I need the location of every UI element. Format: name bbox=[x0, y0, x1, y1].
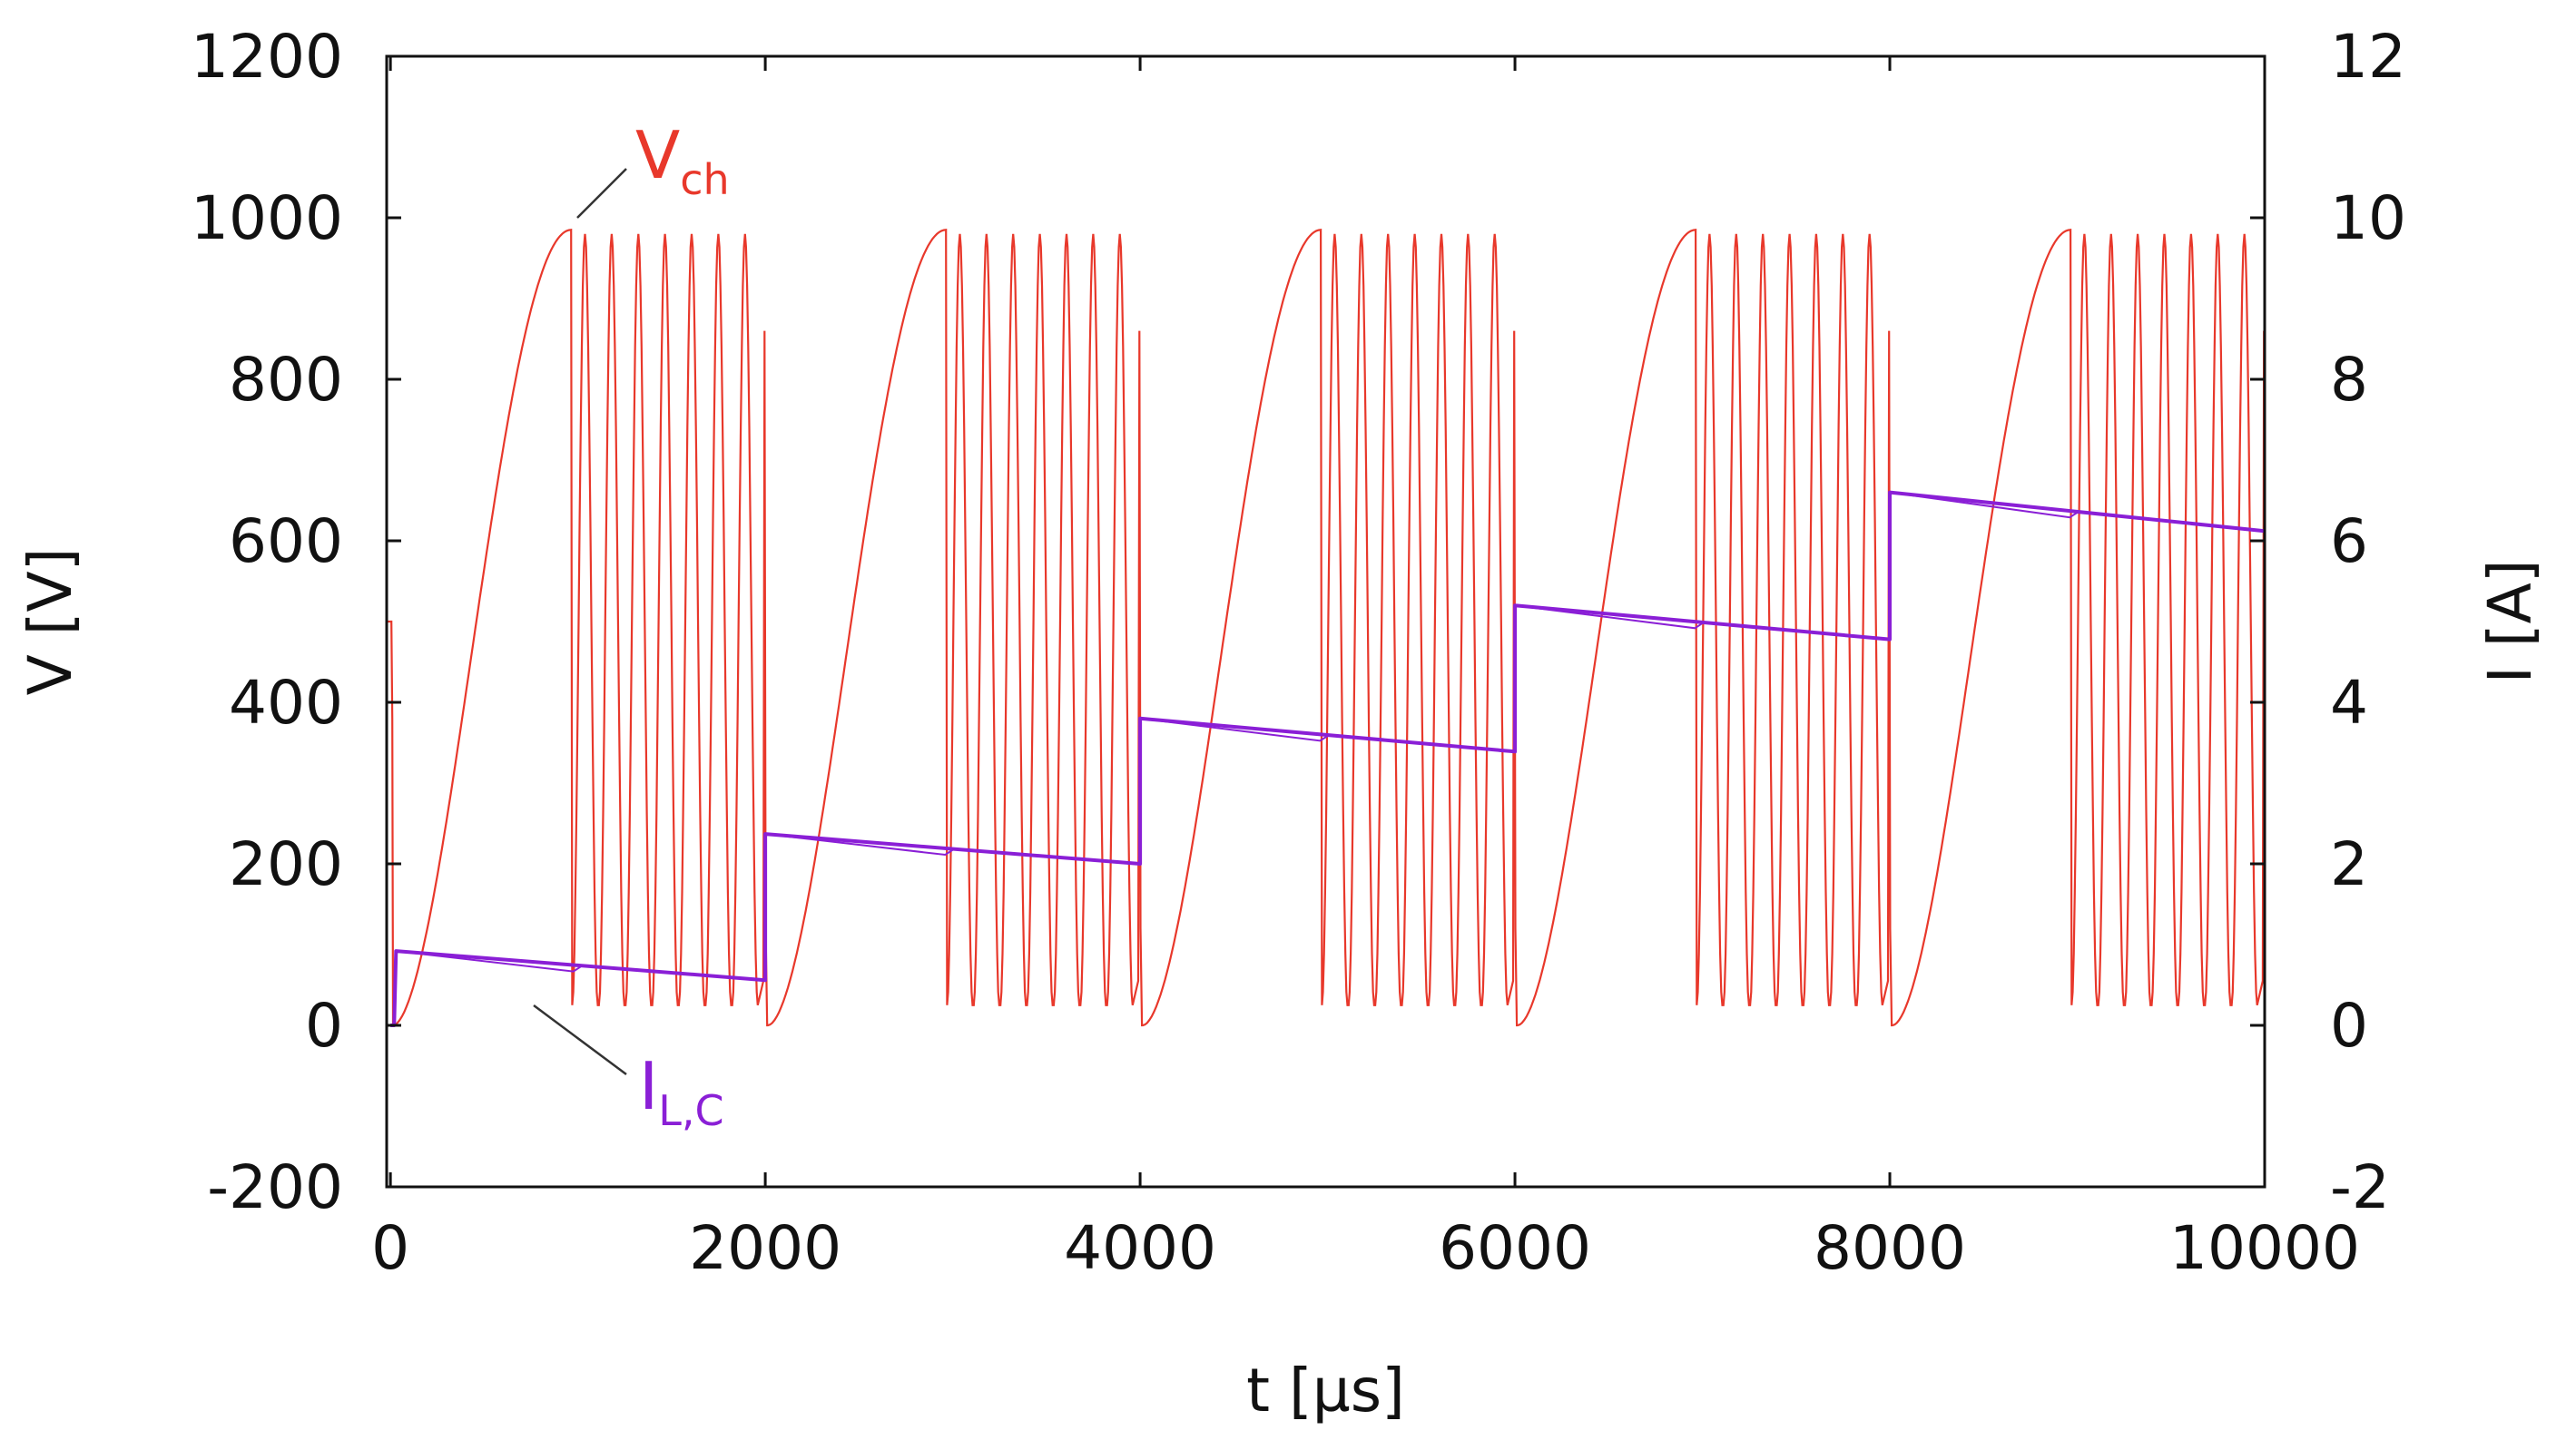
y-axis-left-title: V [V] bbox=[15, 548, 85, 696]
series-vch-line bbox=[387, 229, 2265, 1027]
y-left-tick-label: 1000 bbox=[191, 183, 343, 253]
y-axis-right-title: I [A] bbox=[2475, 559, 2545, 683]
x-tick-label: 8000 bbox=[1814, 1213, 1966, 1283]
plot-frame bbox=[385, 54, 2266, 1189]
annotation-vch-label: Vch bbox=[635, 117, 730, 204]
y-left-tick-label: 200 bbox=[229, 829, 343, 899]
annotation-vch-leader bbox=[576, 168, 627, 219]
annotation-ilc-main: I bbox=[639, 1048, 658, 1124]
labels-layer: 0 2000 4000 6000 8000 10000-20002004006008001… bbox=[191, 22, 2406, 1283]
annotation-ilc: IL,C bbox=[533, 1004, 724, 1135]
x-tick-label: 6000 bbox=[1439, 1213, 1591, 1283]
y-left-tick-label: 600 bbox=[229, 506, 343, 576]
series-ilc-line bbox=[390, 490, 2265, 1027]
x-axis-title: t [µs] bbox=[1246, 1356, 1405, 1426]
y-right-tick-label: 4 bbox=[2330, 668, 2368, 738]
annotation-vch-main: V bbox=[635, 117, 680, 193]
y-right-tick-label: 2 bbox=[2330, 829, 2368, 899]
y-left-tick-label: -200 bbox=[207, 1152, 343, 1222]
y-left-tick-label: 400 bbox=[229, 668, 343, 738]
x-tick-label: 2000 bbox=[689, 1213, 841, 1283]
series-ilc-trace bbox=[396, 950, 582, 973]
x-tick-label: 4000 bbox=[1064, 1213, 1216, 1283]
annotation-vch: Vch bbox=[576, 117, 730, 219]
y-left-tick-label: 0 bbox=[305, 991, 343, 1061]
y-right-tick-label: 8 bbox=[2330, 345, 2368, 415]
y-left-tick-label: 800 bbox=[229, 345, 343, 415]
annotation-vch-sub: ch bbox=[680, 155, 729, 204]
ticks-layer bbox=[387, 54, 2266, 1189]
x-tick-label: 10000 bbox=[2169, 1213, 2360, 1283]
annotation-ilc-label: IL,C bbox=[639, 1048, 724, 1135]
series-layer bbox=[387, 229, 2265, 1027]
series-ilc-trace bbox=[764, 833, 954, 857]
y-right-tick-label: -2 bbox=[2330, 1152, 2390, 1222]
y-right-tick-label: 10 bbox=[2330, 183, 2406, 253]
series-ilc-trace bbox=[1514, 604, 1704, 630]
series-ilc-trace bbox=[1889, 491, 2079, 519]
y-right-tick-label: 6 bbox=[2330, 506, 2368, 576]
x-tick-label: 0 bbox=[371, 1213, 409, 1283]
y-left-tick-label: 1200 bbox=[191, 22, 343, 92]
y-right-tick-label: 12 bbox=[2330, 22, 2406, 92]
annotation-ilc-sub: L,C bbox=[658, 1086, 723, 1135]
y-right-tick-label: 0 bbox=[2330, 991, 2368, 1061]
annotation-ilc-leader bbox=[533, 1004, 627, 1076]
series-ilc-trace bbox=[1139, 717, 1329, 742]
